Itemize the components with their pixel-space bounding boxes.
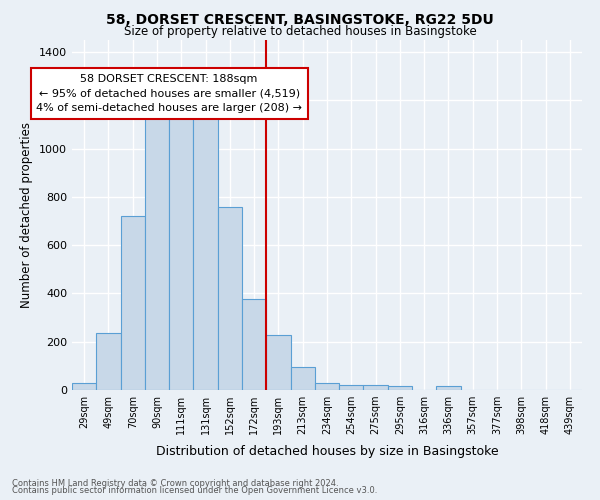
Bar [364, 384, 388, 390]
Bar [145, 117, 169, 390]
Text: Size of property relative to detached houses in Basingstoke: Size of property relative to detached ho… [124, 25, 476, 38]
Bar [218, 206, 242, 390]
Text: 58 DORSET CRESCENT: 188sqm
← 95% of detached houses are smaller (4,519)
4% of se: 58 DORSET CRESCENT: 188sqm ← 95% of deta… [36, 74, 302, 114]
Bar [436, 386, 461, 390]
Bar [290, 367, 315, 390]
Bar [96, 332, 121, 390]
Bar [242, 299, 266, 390]
Text: Contains public sector information licensed under the Open Government Licence v3: Contains public sector information licen… [12, 486, 377, 495]
Bar [72, 383, 96, 390]
Bar [266, 335, 290, 390]
Text: Contains HM Land Registry data © Crown copyright and database right 2024.: Contains HM Land Registry data © Crown c… [12, 478, 338, 488]
Bar [339, 384, 364, 390]
Bar [121, 216, 145, 390]
Bar [388, 386, 412, 390]
Y-axis label: Number of detached properties: Number of detached properties [20, 122, 34, 308]
Bar [315, 383, 339, 390]
Text: 58, DORSET CRESCENT, BASINGSTOKE, RG22 5DU: 58, DORSET CRESCENT, BASINGSTOKE, RG22 5… [106, 12, 494, 26]
X-axis label: Distribution of detached houses by size in Basingstoke: Distribution of detached houses by size … [155, 446, 499, 458]
Bar [169, 117, 193, 390]
Bar [193, 117, 218, 390]
